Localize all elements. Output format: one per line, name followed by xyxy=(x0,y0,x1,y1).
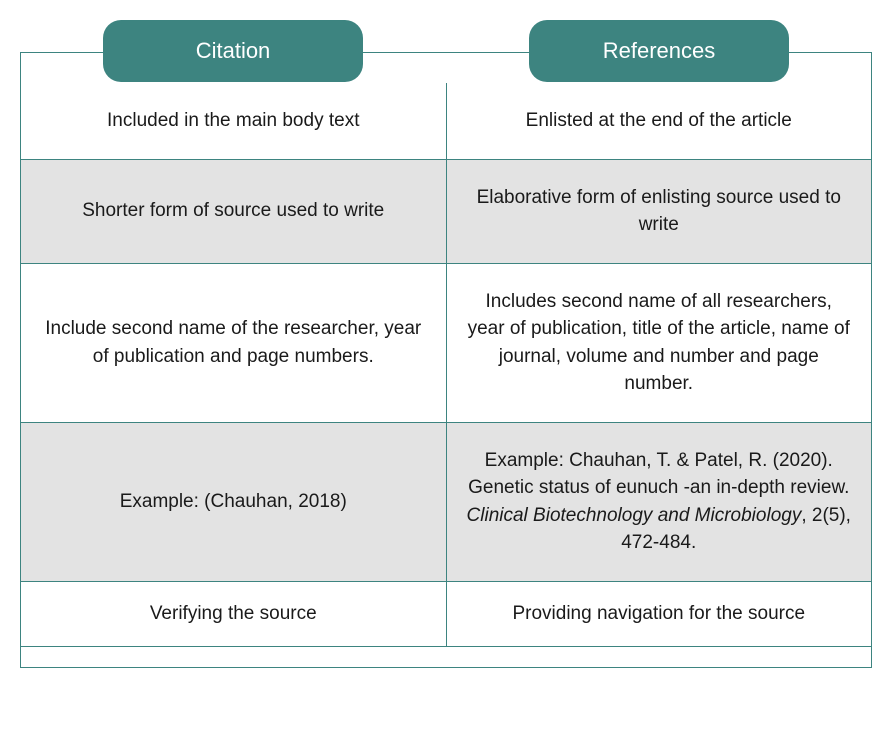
table-row: Shorter form of source used to write Ela… xyxy=(21,160,871,264)
cell-citation: Example: (Chauhan, 2018) xyxy=(21,423,447,581)
cell-references: Providing navigation for the source xyxy=(447,582,872,646)
table-row: Example: (Chauhan, 2018) Example: Chauha… xyxy=(21,423,871,582)
header-citation: Citation xyxy=(103,20,363,82)
cell-citation: Shorter form of source used to write xyxy=(21,160,447,263)
cell-citation: Include second name of the researcher, y… xyxy=(21,264,447,422)
header-references: References xyxy=(529,20,789,82)
header-row: Citation References xyxy=(20,20,872,82)
bottom-spacer xyxy=(21,647,871,667)
cell-citation: Verifying the source xyxy=(21,582,447,646)
table-row: Include second name of the researcher, y… xyxy=(21,264,871,423)
comparison-table: Citation References Included in the main… xyxy=(20,20,872,668)
cell-references: Elaborative form of enlisting source use… xyxy=(447,160,872,263)
cell-references: Enlisted at the end of the article xyxy=(447,83,872,159)
cell-references: Includes second name of all researchers,… xyxy=(447,264,872,422)
cell-references: Example: Chauhan, T. & Patel, R. (2020).… xyxy=(447,423,872,581)
table-body: Included in the main body text Enlisted … xyxy=(20,52,872,668)
cell-citation: Included in the main body text xyxy=(21,83,447,159)
table-row: Included in the main body text Enlisted … xyxy=(21,83,871,160)
table-row: Verifying the source Providing navigatio… xyxy=(21,582,871,647)
